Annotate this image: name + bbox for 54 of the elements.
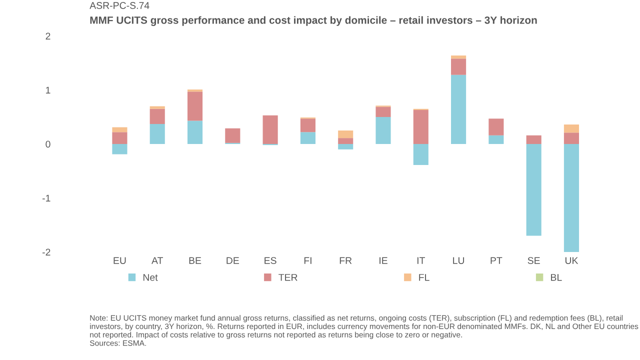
bar — [187, 120, 203, 144]
bar — [376, 106, 391, 117]
y-tick-label: 2 — [46, 32, 50, 40]
bar — [187, 92, 203, 121]
y-tick-label: -2 — [42, 248, 50, 256]
bar — [564, 132, 580, 144]
legend-label: FL — [419, 274, 430, 281]
x-tick-label: PT — [490, 257, 502, 264]
bar — [451, 74, 466, 144]
x-tick-label: UK — [565, 257, 578, 264]
bar — [376, 117, 391, 144]
bar — [262, 115, 278, 144]
y-tick-label: 1 — [46, 86, 50, 94]
bar — [150, 106, 165, 109]
bar — [488, 118, 504, 136]
x-tick-label: AT — [152, 257, 163, 264]
bar — [338, 144, 354, 150]
bar — [413, 110, 428, 144]
bar — [338, 130, 354, 138]
x-tick-label: ES — [264, 257, 276, 264]
bar — [526, 144, 542, 236]
x-tick-label: SE — [528, 257, 540, 264]
text: ASR-PC-S.74 — [90, 2, 150, 9]
bar — [300, 118, 316, 132]
chart-title: MMF UCITS gross performance and cost impact by domicile – retail investors – 3Y horizon — [90, 16, 537, 26]
x-tick-label: EU — [114, 257, 126, 264]
bar — [112, 132, 128, 144]
bar — [564, 124, 580, 133]
x-tick-label: FI — [304, 257, 312, 264]
bar — [413, 144, 428, 166]
x-tick-label: IT — [417, 257, 425, 264]
bar — [451, 55, 466, 59]
x-tick-label: FR — [340, 257, 352, 264]
bar — [112, 144, 128, 154]
bar — [225, 128, 240, 143]
y-tick-label: 0 — [46, 140, 50, 148]
bar — [488, 135, 504, 144]
bar — [564, 144, 580, 252]
x-tick-label: BE — [189, 257, 202, 264]
bar — [112, 127, 128, 132]
bar — [150, 124, 165, 144]
legend-label: Net — [143, 274, 158, 281]
bar — [526, 135, 542, 144]
bar — [338, 138, 354, 144]
bar — [187, 89, 203, 92]
y-tick-label: -1 — [42, 194, 50, 202]
bar — [150, 108, 165, 124]
bar — [451, 58, 466, 75]
x-tick-label: DE — [226, 257, 239, 264]
bar — [300, 132, 316, 144]
x-tick-label: LU — [453, 257, 464, 264]
x-tick-label: IE — [380, 257, 388, 264]
legend-label: TER — [278, 274, 298, 281]
legend-label: BL — [551, 274, 562, 281]
